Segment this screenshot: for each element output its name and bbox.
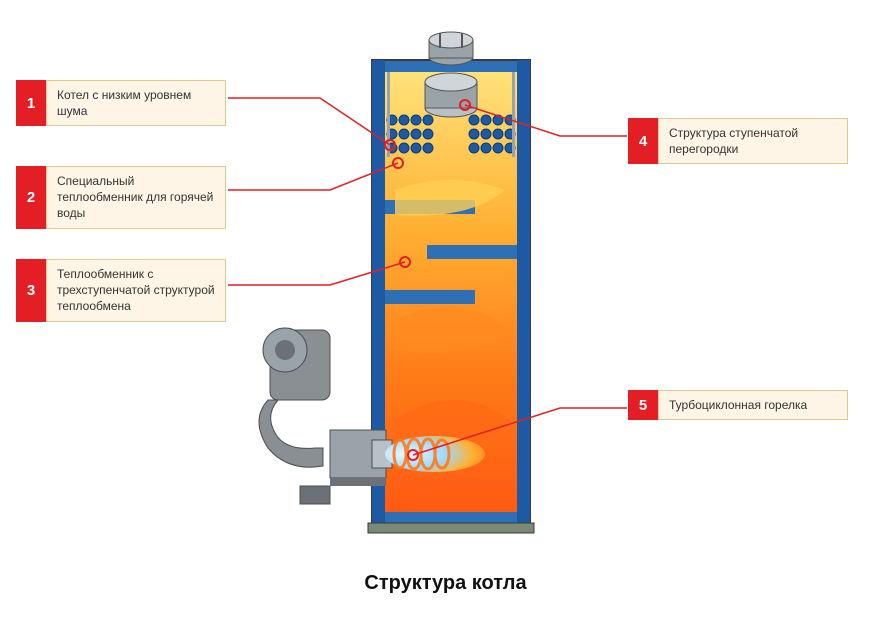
callout-2: 2 Специальный теплообменник для горячей …: [16, 166, 228, 229]
turbo-burner: [259, 328, 485, 504]
callout-2-num: 2: [16, 166, 46, 229]
callout-5-num: 5: [628, 390, 658, 420]
callout-4-dot: [459, 99, 471, 111]
callout-4: 4 Структура ступенчатой перегородки: [628, 118, 850, 164]
callout-4-text: Структура ступенчатой перегородки: [658, 118, 848, 164]
callout-3-num: 3: [16, 259, 46, 322]
callout-2-dot: [392, 157, 404, 169]
callout-5-dot: [407, 449, 419, 461]
diagram-canvas: { "title": "Структура котла", "callouts"…: [0, 0, 891, 617]
callout-3-text: Теплообменник с трехступенчатой структур…: [46, 259, 226, 322]
diagram-title: Структура котла: [0, 572, 891, 595]
callout-5: 5 Турбоциклонная горелка: [628, 390, 850, 420]
callout-3-dot: [399, 256, 411, 268]
callout-1-num: 1: [16, 80, 46, 126]
callout-2-text: Специальный теплообменник для горячей во…: [46, 166, 226, 229]
callout-4-num: 4: [628, 118, 658, 164]
callout-3: 3 Теплообменник с трехступенчатой структ…: [16, 259, 228, 322]
callout-1: 1 Котел с низким уровнем шума: [16, 80, 228, 126]
callout-5-text: Турбоциклонная горелка: [658, 390, 848, 420]
callout-1-dot: [384, 139, 396, 151]
callout-1-text: Котел с низким уровнем шума: [46, 80, 226, 126]
